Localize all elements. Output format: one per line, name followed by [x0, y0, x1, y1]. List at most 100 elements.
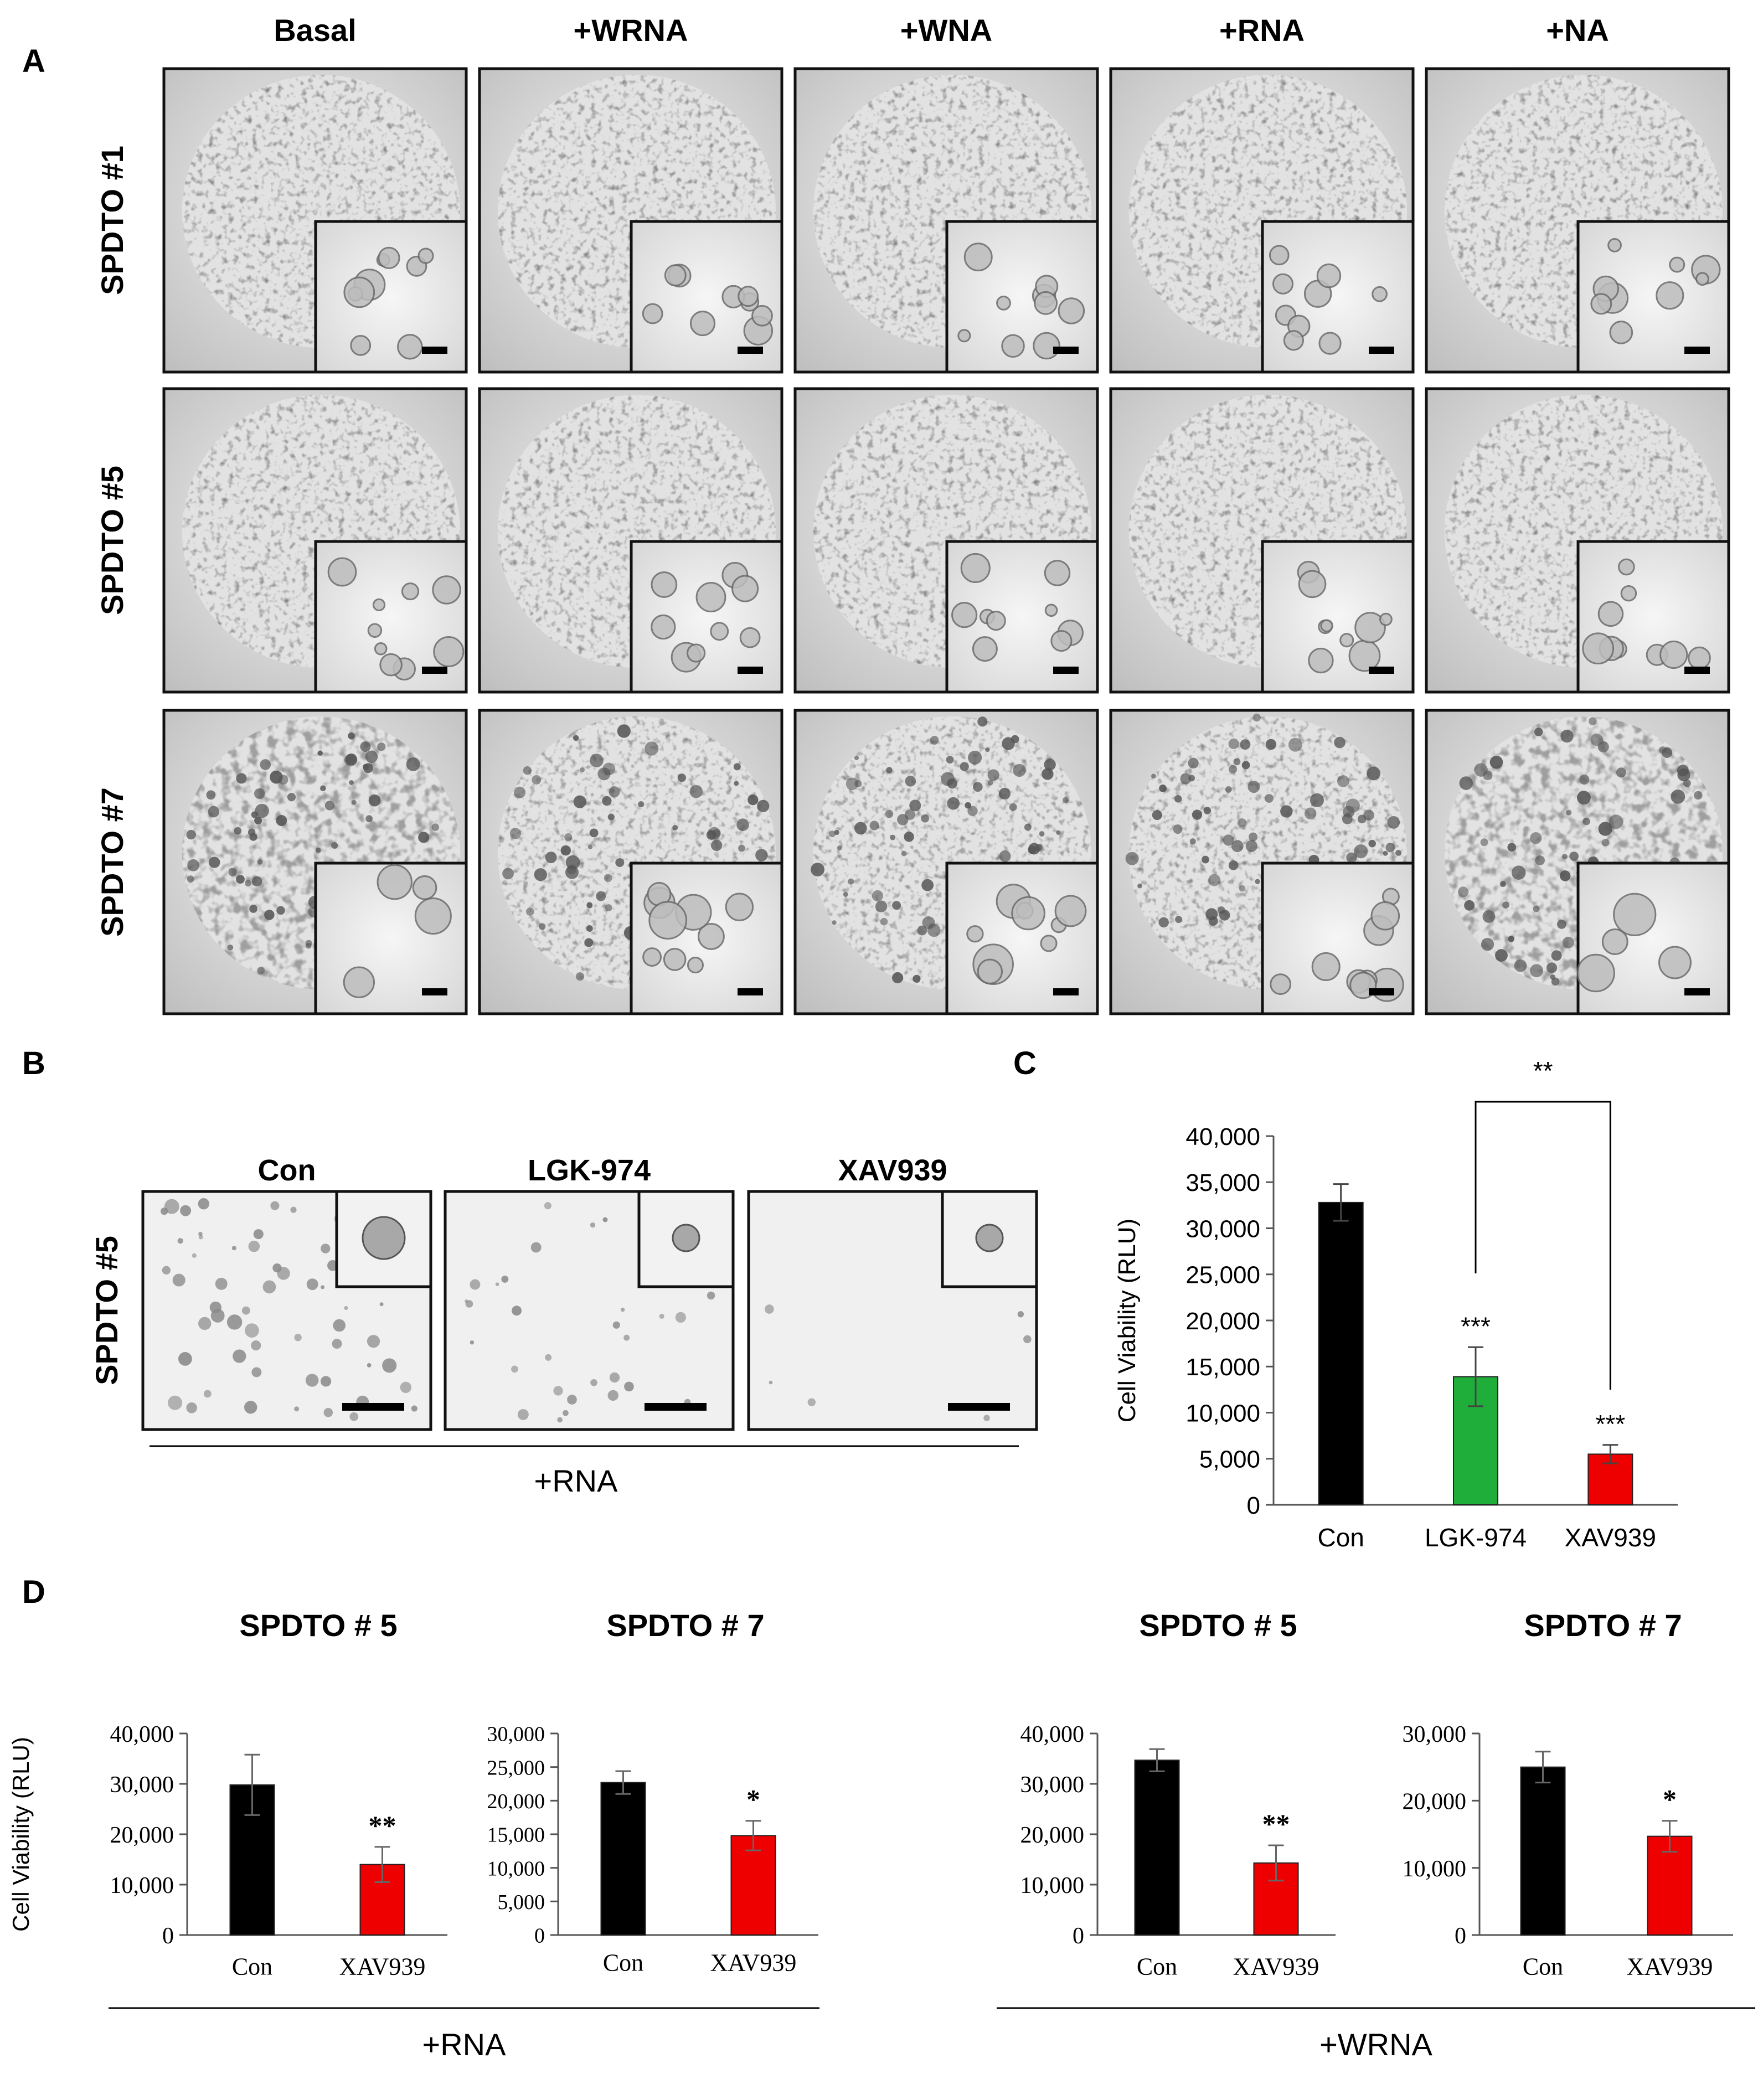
micrograph-tile [1425, 387, 1730, 694]
y-tick-label: 10,000 [110, 1873, 174, 1898]
significance-label: * [746, 1784, 760, 1815]
error-bar [374, 1846, 390, 1883]
micrograph-tile [478, 387, 783, 694]
y-tick-label: 30,000 [487, 1723, 545, 1746]
y-tick-label: 35,000 [1185, 1169, 1260, 1196]
x-tick-label: Con [232, 1953, 272, 1980]
scale-bar [422, 667, 447, 674]
scale-bar [1369, 667, 1394, 674]
x-tick-label: Con [603, 1949, 643, 1977]
bar [1647, 1835, 1693, 1936]
y-tick-label: 40,000 [1185, 1123, 1260, 1150]
scale-bar [738, 347, 763, 354]
scale-bar [1369, 347, 1394, 354]
error-bar [615, 1770, 631, 1795]
chart-title: SPDTO # 7 [606, 1608, 764, 1643]
micrograph-tile [162, 67, 468, 374]
scale-bar [422, 988, 447, 995]
y-tick-label: 20,000 [487, 1790, 545, 1813]
condition-label: +RNA [422, 2027, 507, 2062]
scale-bar [1053, 667, 1079, 674]
x-tick-label: XAV939 [1627, 1953, 1713, 1980]
panel-label-a: A [22, 43, 45, 79]
y-tick-label: 0 [534, 1924, 545, 1948]
significance-label: * [1663, 1784, 1677, 1815]
condition-label: +RNA [534, 1463, 618, 1498]
x-tick-label: XAV939 [1565, 1523, 1656, 1552]
micrograph-tile [162, 387, 468, 694]
y-tick-label: 5,000 [498, 1891, 545, 1914]
chart-D1: 0 10,000 20,000 30,000 40,000 Con XAV939 ** SPDT… [8, 1608, 447, 1980]
panel-label-d: D [22, 1574, 45, 1610]
micrograph-tile [478, 709, 783, 1015]
bar-charts: 0 5,000 10,000 15,000 20,000 25,000 30,000 35,0… [8, 1056, 1755, 2062]
error-bar [244, 1753, 260, 1816]
row-label: SPDTO #5 [89, 1236, 124, 1385]
chart-C: 0 5,000 10,000 15,000 20,000 25,000 30,000 35,0… [1114, 1056, 1678, 1552]
column-header: Basal [274, 13, 356, 48]
micrograph-tile [1109, 709, 1415, 1015]
y-tick-label: 30,000 [1020, 1772, 1085, 1798]
organoid-image [141, 1190, 432, 1431]
micrograph-tile [1109, 387, 1415, 694]
y-tick-label: 10,000 [1020, 1873, 1085, 1898]
y-tick-label: 20,000 [1185, 1308, 1260, 1335]
significance-label: *** [1461, 1312, 1491, 1340]
scale-bar [948, 1403, 1010, 1411]
column-header: +NA [1546, 13, 1609, 48]
panel-a-image-grid: Basal +WRNA +WNA +RNA +NA SPDTO #1 SPDTO #5 SPD… [95, 13, 1730, 1015]
micrograph-tile [1425, 67, 1730, 374]
error-bar [1602, 1444, 1618, 1464]
micrograph-tile [1109, 67, 1415, 374]
panel-b-image-row: Con LGK-974 XAV939 SPDTO #5 +RNA [89, 1154, 1038, 1498]
chart-title: SPDTO # 5 [1139, 1608, 1297, 1643]
y-tick-label: 30,000 [1185, 1215, 1260, 1242]
column-header: Con [258, 1154, 316, 1187]
y-tick-label: 25,000 [1185, 1262, 1260, 1289]
organoid-image [747, 1190, 1038, 1431]
micrograph-tile [793, 67, 1099, 374]
y-tick-label: 0 [162, 1923, 174, 1949]
x-tick-label: Con [1137, 1953, 1177, 1980]
column-header: LGK-974 [528, 1154, 651, 1187]
y-tick-label: 15,000 [1185, 1354, 1260, 1381]
y-tick-label: 5,000 [1199, 1446, 1260, 1473]
y-tick-label: 20,000 [1403, 1789, 1467, 1814]
y-tick-label: 25,000 [487, 1756, 545, 1779]
y-tick-label: 10,000 [487, 1857, 545, 1880]
y-tick-label: 15,000 [487, 1824, 545, 1847]
micrograph-tile [1425, 709, 1730, 1015]
chart-D3: 0 10,000 20,000 30,000 40,000 Con XAV939 ** SPDT… [1020, 1608, 1336, 1980]
error-bar [1149, 1748, 1165, 1772]
y-tick-label: 0 [1247, 1492, 1260, 1519]
scale-bar [1684, 347, 1710, 354]
micrograph-tile [793, 709, 1099, 1015]
significance-label: *** [1595, 1410, 1625, 1438]
scale-bar [1684, 988, 1710, 995]
scale-bar [738, 988, 763, 995]
column-header: XAV939 [838, 1154, 947, 1187]
x-tick-label: Con [1523, 1953, 1563, 1980]
chart-title: SPDTO # 7 [1524, 1608, 1682, 1643]
y-axis-label: Cell Viability (RLU) [8, 1737, 34, 1932]
x-tick-label: XAV939 [710, 1949, 797, 1977]
row-label: SPDTO #7 [95, 787, 130, 937]
x-tick-label: XAV939 [339, 1953, 426, 1980]
micrograph-tile [478, 67, 783, 374]
bar [1520, 1766, 1566, 1936]
column-header: +WNA [900, 13, 992, 48]
error-bar [1268, 1844, 1284, 1882]
y-tick-label: 20,000 [110, 1823, 174, 1848]
chart-title: SPDTO # 5 [239, 1608, 397, 1643]
error-bar [1333, 1183, 1349, 1222]
y-tick-label: 30,000 [1403, 1722, 1467, 1747]
panel-label-c: C [1013, 1045, 1037, 1081]
scale-bar [1369, 988, 1394, 995]
bar [600, 1782, 646, 1936]
comparison-significance: ** [1533, 1056, 1553, 1085]
y-axis-label: Cell Viability (RLU) [1114, 1219, 1141, 1422]
chart-D4: 0 10,000 20,000 30,000 Con XAV939 * SPDTO # 7 [1403, 1608, 1733, 1980]
error-bar [1535, 1751, 1551, 1784]
row-label: SPDTO #5 [95, 466, 130, 615]
